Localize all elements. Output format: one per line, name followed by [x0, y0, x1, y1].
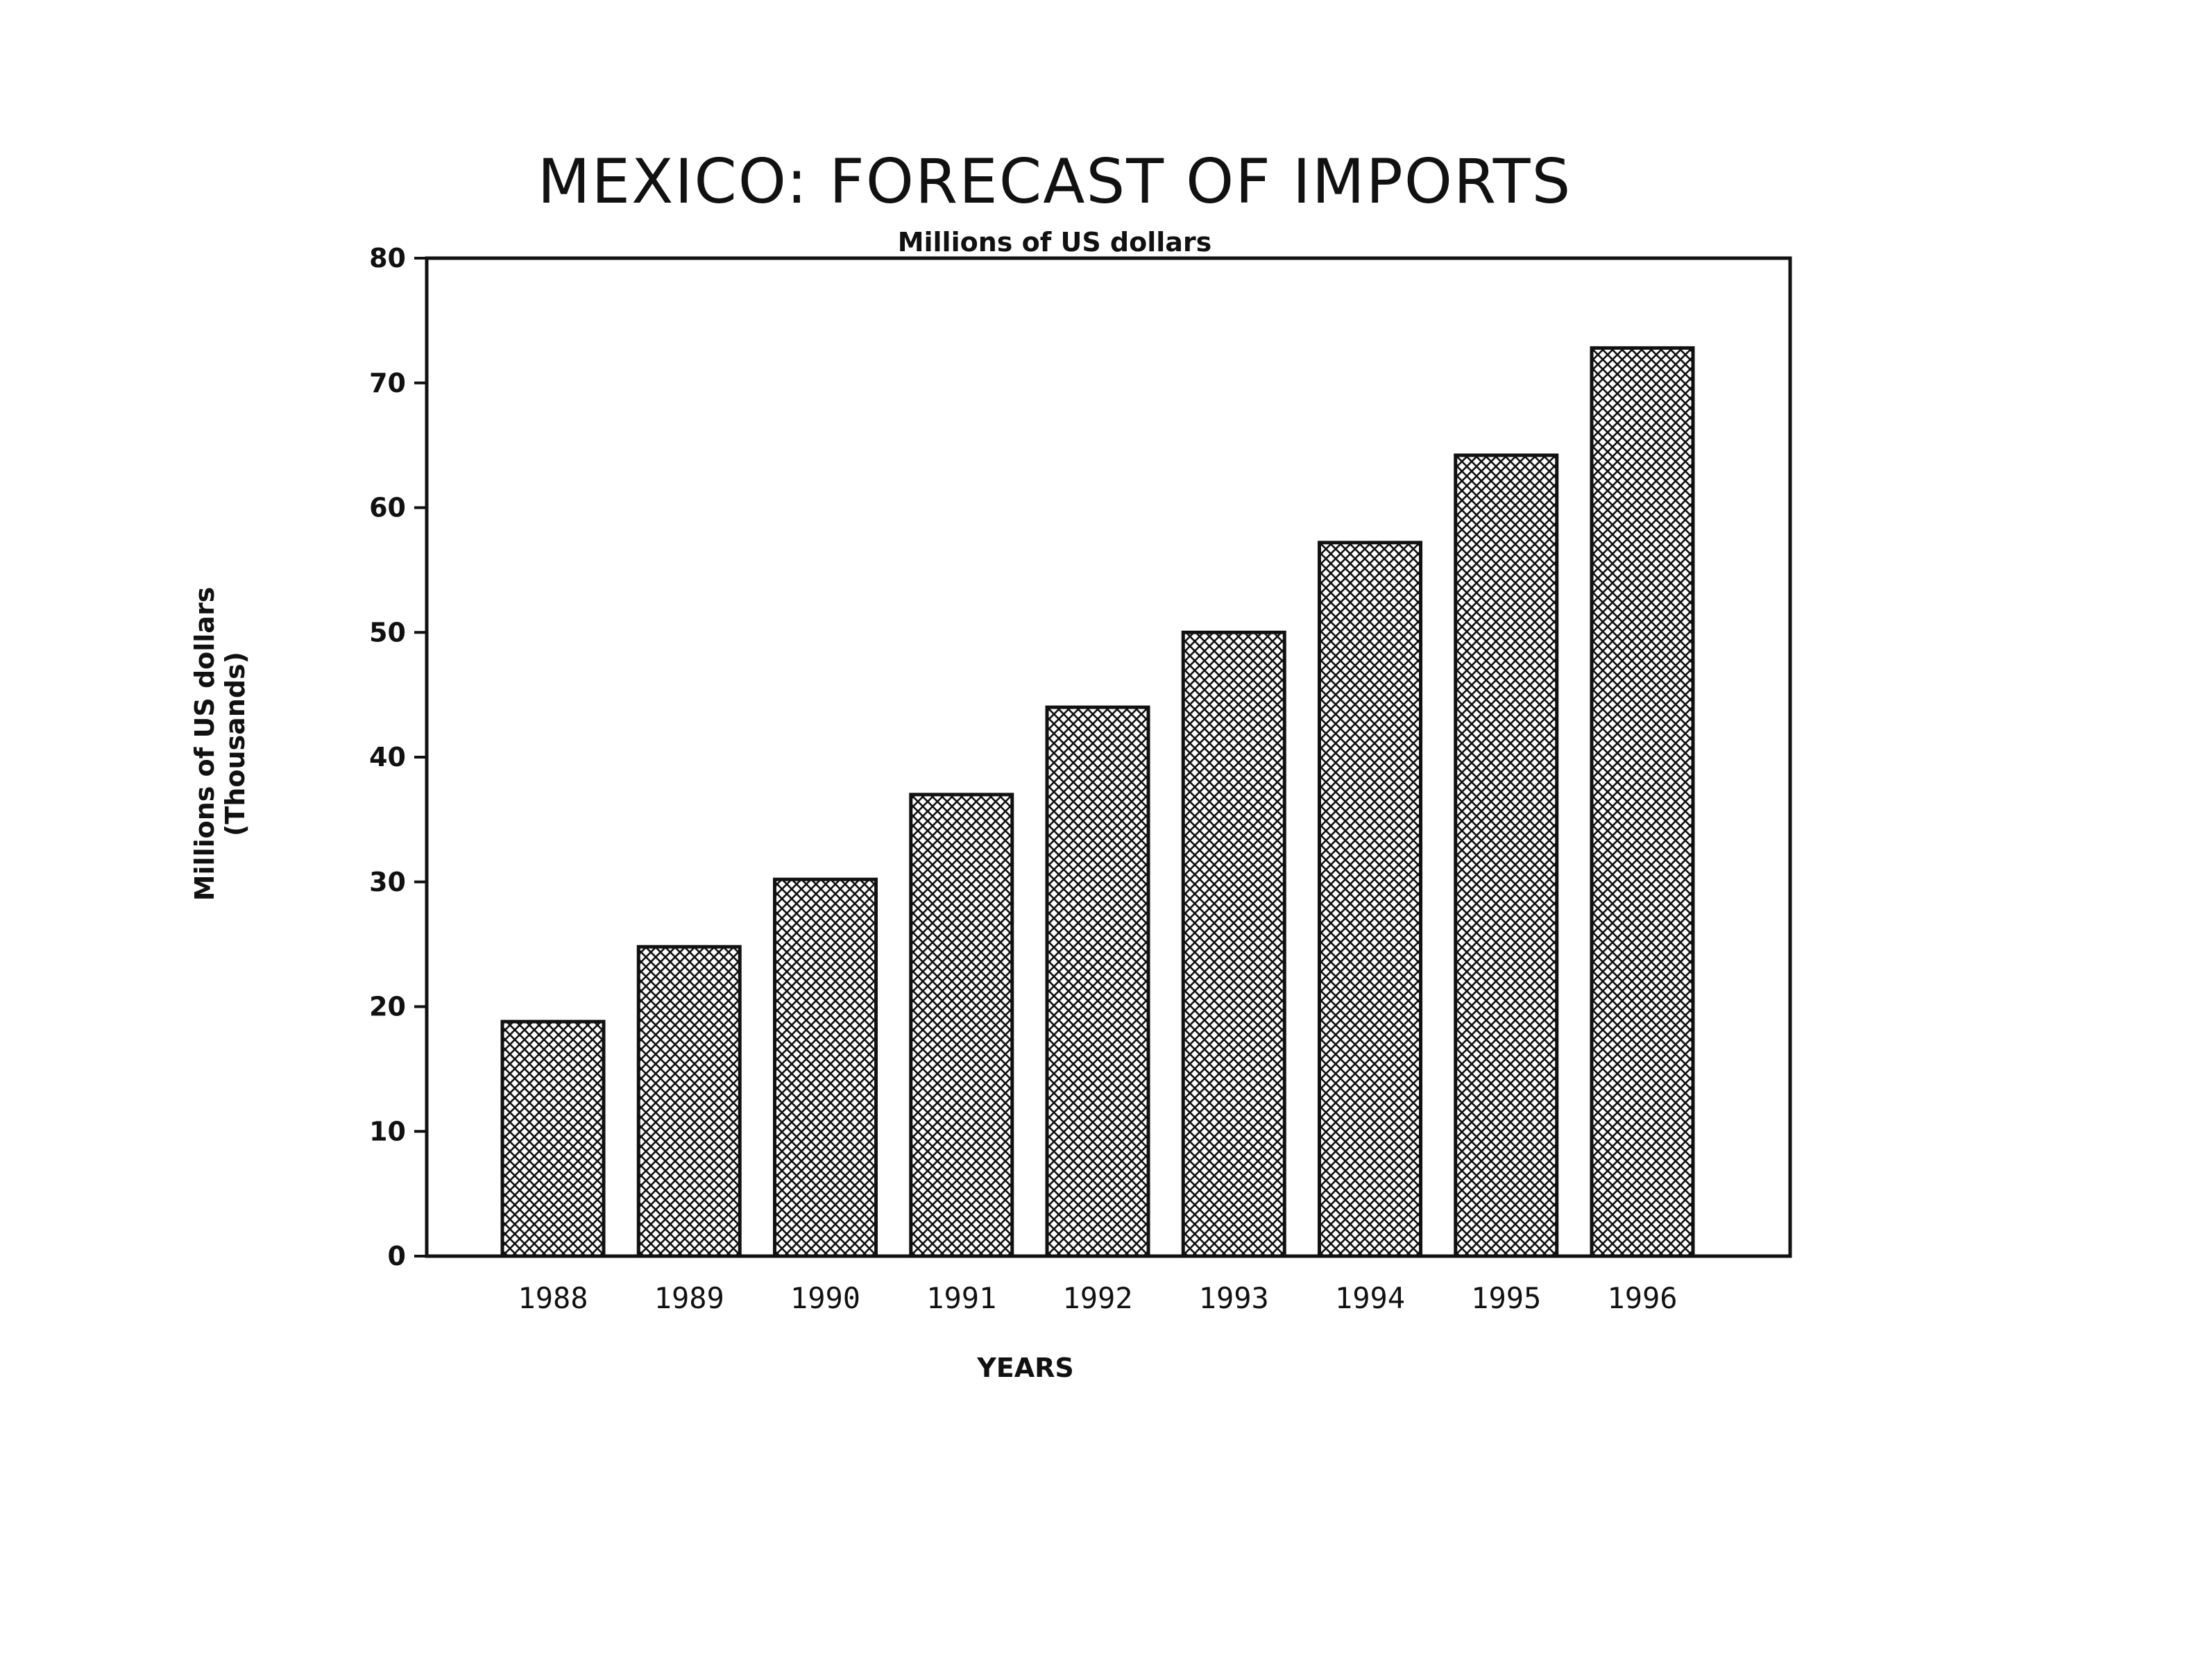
- bar-1990: [773, 877, 878, 1258]
- x-tick-label: 1989: [654, 1281, 724, 1315]
- bar-1991: [909, 793, 1014, 1258]
- y-tick-label: 40: [369, 742, 406, 772]
- y-axis-label-line2: (Thousands): [220, 652, 250, 836]
- bar-1992: [1045, 705, 1150, 1258]
- y-tick-label: 60: [369, 493, 406, 523]
- bar-1993: [1181, 630, 1286, 1258]
- y-tick-label: 70: [369, 368, 406, 398]
- y-tick-label: 0: [388, 1241, 406, 1271]
- x-axis-ticks: 1988 1989 1990 1991 1992 1993 1994 1995 1996: [518, 1281, 1677, 1315]
- bar-1995: [1454, 453, 1559, 1258]
- y-axis-ticks: 0 10 20 30 40 50 60 70 80: [369, 243, 427, 1271]
- chart-title: MEXICO: FORECAST OF IMPORTS: [538, 146, 1572, 217]
- y-tick-label: 10: [369, 1116, 406, 1146]
- x-tick-label: 1996: [1607, 1281, 1677, 1315]
- x-tick-label: 1991: [926, 1281, 996, 1315]
- y-tick-label: 20: [369, 992, 406, 1022]
- y-tick-label: 50: [369, 617, 406, 647]
- x-tick-label: 1988: [518, 1281, 588, 1315]
- y-axis-label: Millions of US dollars (Thousands): [189, 587, 250, 902]
- y-axis-label-line1: Millions of US dollars: [189, 587, 220, 902]
- x-axis-label: YEARS: [976, 1353, 1074, 1383]
- bar-1994: [1318, 541, 1422, 1258]
- x-tick-label: 1995: [1471, 1281, 1541, 1315]
- bar-1996: [1590, 346, 1695, 1258]
- bars: [500, 346, 1695, 1258]
- y-tick-label: 30: [369, 867, 406, 897]
- x-tick-label: 1993: [1199, 1281, 1269, 1315]
- x-tick-label: 1990: [790, 1281, 860, 1315]
- x-tick-label: 1994: [1335, 1281, 1405, 1315]
- bar-1989: [636, 945, 742, 1258]
- bar-1988: [500, 1019, 606, 1258]
- chart-subtitle: Millions of US dollars: [898, 227, 1212, 257]
- x-tick-label: 1992: [1062, 1281, 1132, 1315]
- y-tick-label: 80: [369, 243, 406, 273]
